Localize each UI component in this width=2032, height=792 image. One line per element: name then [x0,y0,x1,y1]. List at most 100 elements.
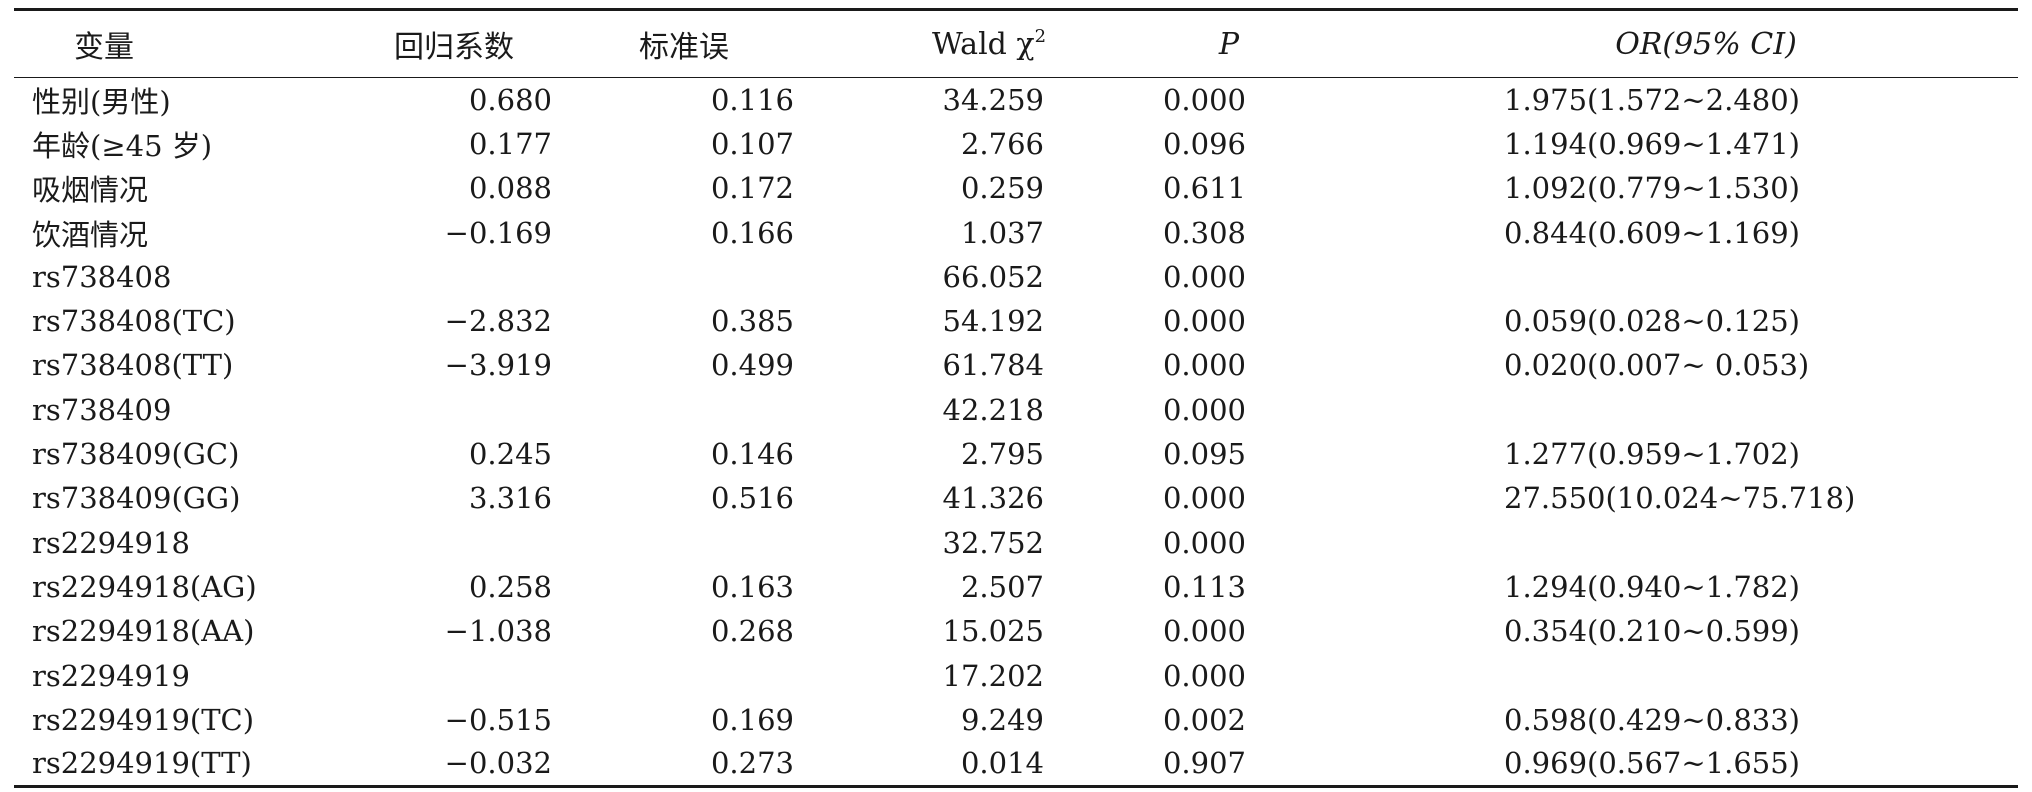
cell-std-error [564,388,834,432]
table-row: rs2294919(TT) −0.032 0.273 0.014 0.907 0.969(… [14,741,2018,788]
cell-coefficient [394,255,564,299]
cell-wald: 0.014 [834,741,1104,788]
cell-or-ci: 0.059(0.028~0.125) [1504,304,1800,339]
cell-or-ci: 0.844(0.609~1.169) [1504,215,1800,250]
cell-std-error: 0.116 [710,82,794,117]
cell-wald: 41.326 [942,481,1044,516]
cell-variable: rs738408(TT) [32,348,234,383]
cell-p-value: 0.000 [1162,392,1246,427]
cell-wald: 1.037 [960,215,1044,250]
cell-coefficient: 0.177 [468,126,552,161]
cell-variable: rs2294918(AA) [32,614,255,649]
cell-wald: 42.218 [942,392,1044,427]
cell-wald: 15.025 [942,614,1044,649]
table-row: 年龄(≥45 岁) 0.177 0.107 2.766 0.096 1.194(0.969… [14,122,2018,166]
cell-variable: rs2294919(TT) [14,741,394,788]
cell-std-error: 0.268 [710,614,794,649]
cell-or-ci: 1.277(0.959~1.702) [1504,437,1800,472]
cell-std-error [564,520,834,564]
cell-p-value: 0.000 [1162,82,1246,117]
cell-wald: 32.752 [942,525,1044,560]
cell-wald: 17.202 [942,658,1044,693]
table-row: rs2294918 32.752 0.000 [14,520,2018,564]
cell-coefficient [394,520,564,564]
cell-coefficient: −0.032 [394,741,564,788]
cell-coefficient: 0.680 [468,82,552,117]
cell-or-ci: 0.969(0.567~1.655) [1364,741,2018,788]
header-p-label: P [1218,26,1240,62]
table-row: 性别(男性) 0.680 0.116 34.259 0.000 1.975(1.572~2… [14,78,2018,122]
table-row: rs738408(TC) −2.832 0.385 54.192 0.000 0.059(… [14,299,2018,343]
cell-std-error [564,653,834,697]
cell-wald: 2.507 [960,569,1044,604]
cell-variable: rs2294918 [32,525,190,560]
cell-std-error: 0.146 [710,437,794,472]
cell-coefficient: −0.515 [444,702,552,737]
cell-p-value: 0.000 [1162,658,1246,693]
cell-std-error: 0.107 [710,126,794,161]
cell-wald: 61.784 [942,348,1044,383]
cell-or-ci: 0.020(0.007~ 0.053) [1504,348,1810,383]
cell-variable: rs2294918(AG) [32,569,257,604]
cell-p-value: 0.000 [1162,259,1246,294]
table-header: 变量 回归系数 标准误 Wald χ2 P OR(95% CI) [14,8,2018,78]
cell-std-error [564,255,834,299]
cell-p-value: 0.907 [1104,741,1364,788]
header-coefficient: 回归系数 [394,8,564,78]
table-row: rs2294918(AG) 0.258 0.163 2.507 0.113 1.294(0… [14,565,2018,609]
table-row: 饮酒情况 −0.169 0.166 1.037 0.308 0.844(0.609~1.1… [14,210,2018,254]
cell-or-ci: 27.550(10.024~75.718) [1504,481,1856,516]
cell-variable: rs738409 [32,392,172,427]
cell-std-error: 0.385 [710,304,794,339]
header-wald-chi-square: Wald χ2 [834,8,1104,78]
cell-p-value: 0.095 [1162,437,1246,472]
cell-variable: rs2294919 [32,658,190,693]
cell-or-ci: 1.294(0.940~1.782) [1504,569,1800,604]
cell-variable: rs2294919(TC) [32,702,255,737]
cell-or-ci [1364,653,2018,697]
header-variable: 变量 [14,8,394,78]
cell-wald: 34.259 [942,82,1044,117]
cell-coefficient [394,653,564,697]
cell-p-value: 0.096 [1162,126,1246,161]
cell-p-value: 0.611 [1162,171,1246,206]
cell-p-value: 0.000 [1162,304,1246,339]
cell-coefficient: −3.919 [444,348,552,383]
table-body: 性别(男性) 0.680 0.116 34.259 0.000 1.975(1.572~2… [14,78,2018,788]
table-row: rs738408 66.052 0.000 [14,255,2018,299]
cell-coefficient: 3.316 [468,481,552,516]
cell-p-value: 0.113 [1162,569,1246,604]
cell-variable: 饮酒情况 [32,217,149,252]
cell-or-ci [1364,255,2018,299]
cell-or-ci: 1.092(0.779~1.530) [1504,171,1800,206]
cell-p-value: 0.000 [1162,614,1246,649]
cell-coefficient: 0.258 [468,569,552,604]
cell-coefficient: −0.169 [444,215,552,250]
cell-p-value: 0.000 [1162,348,1246,383]
cell-p-value: 0.000 [1162,481,1246,516]
table-row: rs738408(TT) −3.919 0.499 61.784 0.000 0.020(… [14,343,2018,387]
header-wald-label: Wald χ [931,26,1035,62]
table-row: rs738409(GC) 0.245 0.146 2.795 0.095 1.277(0.… [14,432,2018,476]
table-row: rs738409(GG) 3.316 0.516 41.326 0.000 27.550(… [14,476,2018,520]
cell-std-error: 0.163 [710,569,794,604]
cell-std-error: 0.169 [710,702,794,737]
cell-p-value: 0.308 [1162,215,1246,250]
cell-or-ci: 1.975(1.572~2.480) [1504,82,1800,117]
cell-wald: 54.192 [942,304,1044,339]
header-row: 变量 回归系数 标准误 Wald χ2 P OR(95% CI) [14,8,2018,78]
cell-variable: rs738409(GC) [32,437,240,472]
header-std-error: 标准误 [564,8,834,78]
cell-variable: rs738408(TC) [32,304,236,339]
regression-table-container: 变量 回归系数 标准误 Wald χ2 P OR(95% CI) 性别(男性) 0… [14,8,2018,788]
cell-std-error: 0.273 [564,741,834,788]
cell-wald: 0.259 [960,171,1044,206]
table-row: rs2294919(TC) −0.515 0.169 9.249 0.002 0.598(… [14,698,2018,742]
header-or-ci: OR(95% CI) [1364,8,2018,78]
cell-or-ci [1364,520,2018,564]
cell-std-error: 0.172 [710,171,794,206]
cell-or-ci [1364,388,2018,432]
cell-coefficient: 0.245 [468,437,552,472]
cell-std-error: 0.499 [710,348,794,383]
cell-wald: 66.052 [942,259,1044,294]
